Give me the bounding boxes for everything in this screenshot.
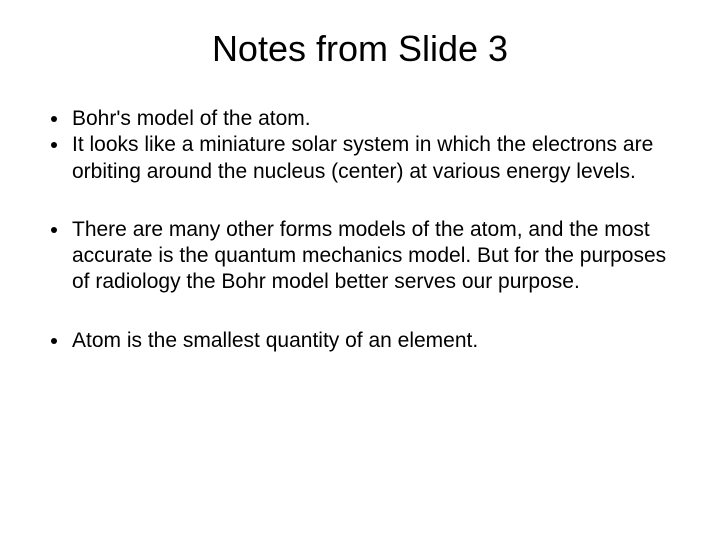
bullet-sublist: Bohr's model of the atom. It looks like … — [36, 106, 684, 185]
bullet-groups: Bohr's model of the atom. It looks like … — [36, 106, 684, 354]
bullet-item: Bohr's model of the atom. — [70, 106, 684, 132]
bullet-item: There are many other forms models of the… — [70, 217, 684, 296]
bullet-sublist: There are many other forms models of the… — [36, 217, 684, 296]
bullet-group: Atom is the smallest quantity of an elem… — [36, 328, 684, 354]
bullet-item: Atom is the smallest quantity of an elem… — [70, 328, 684, 354]
bullet-group: There are many other forms models of the… — [36, 217, 684, 296]
bullet-group: Bohr's model of the atom. It looks like … — [36, 106, 684, 185]
bullet-item: It looks like a miniature solar system i… — [70, 132, 684, 185]
slide-container: Notes from Slide 3 Bohr's model of the a… — [0, 0, 720, 540]
slide-title: Notes from Slide 3 — [36, 28, 684, 70]
bullet-sublist: Atom is the smallest quantity of an elem… — [36, 328, 684, 354]
